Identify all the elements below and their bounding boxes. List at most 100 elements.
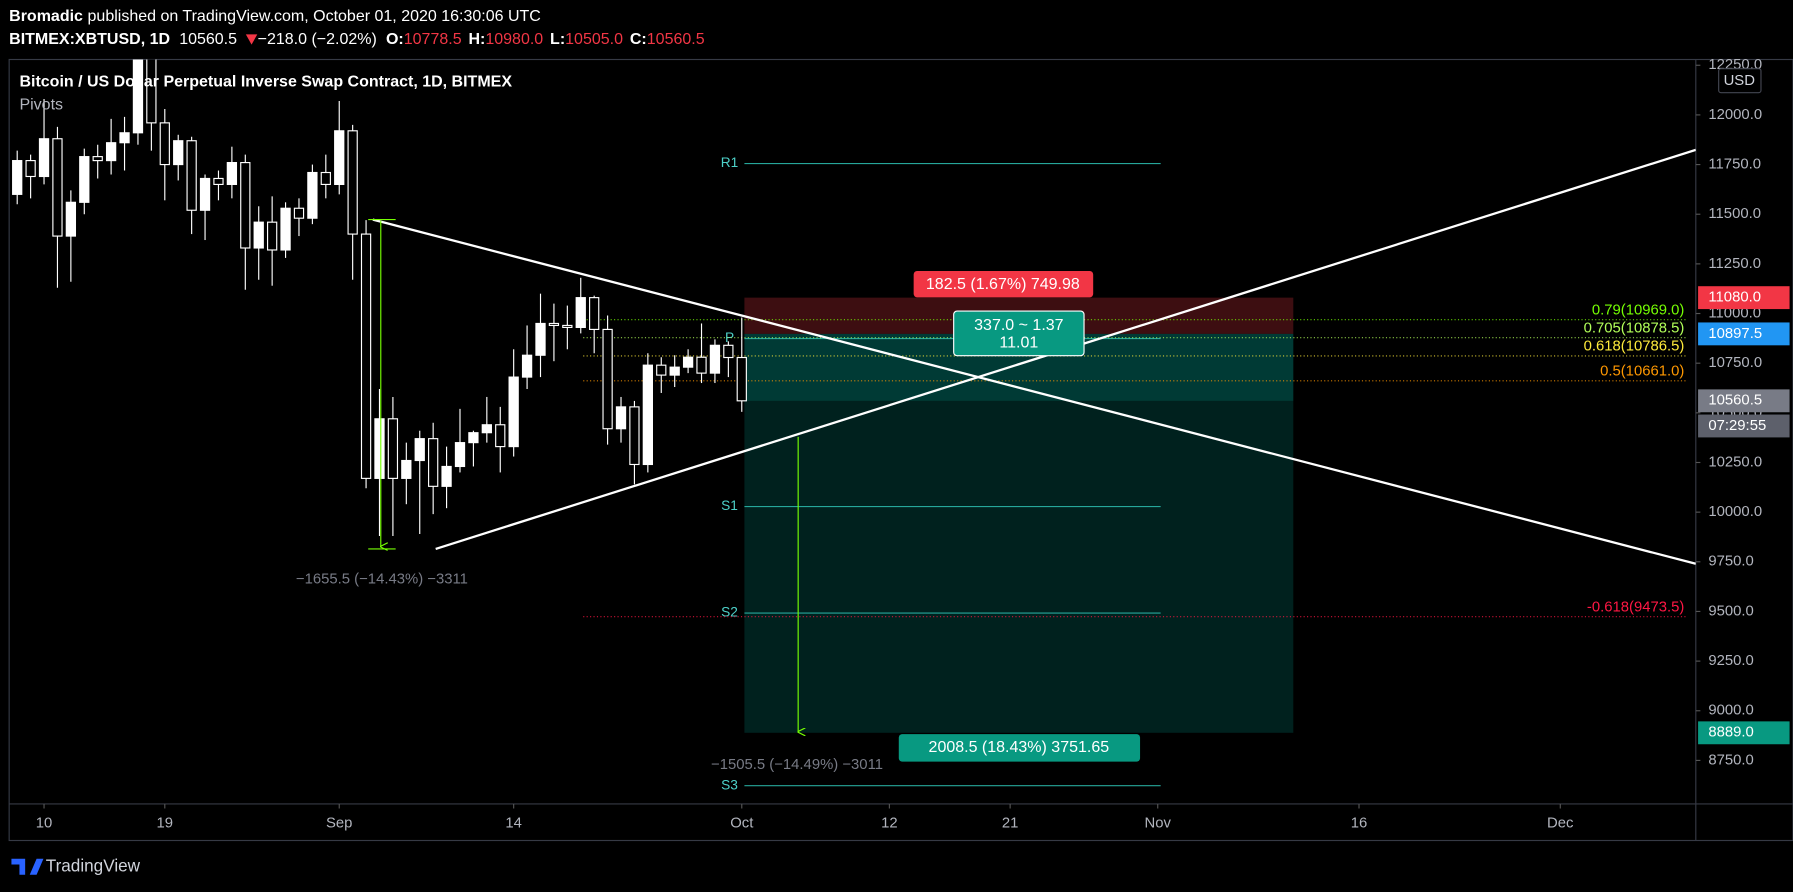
- candle-body: [159, 122, 170, 166]
- y-tick-label: 12000.0: [1708, 107, 1762, 123]
- candle-body: [723, 344, 734, 359]
- pivot-label: R2: [721, 47, 739, 62]
- fib-label: 0.705(10878.5): [1584, 320, 1685, 336]
- x-tick-label: 14: [505, 815, 522, 831]
- candle-body: [240, 162, 251, 249]
- currency: USD: [1724, 73, 1756, 89]
- y-tick-label: 11250.0: [1708, 256, 1761, 272]
- price-label: 10897.5: [1708, 326, 1762, 342]
- pivot-label: R1: [721, 155, 739, 170]
- candle-body: [119, 132, 130, 144]
- candle-body: [293, 207, 305, 219]
- reward-box: [898, 734, 1141, 762]
- logo: [11, 858, 44, 875]
- c-label: C:: [630, 31, 647, 48]
- y-tick-label: 9000.0: [1708, 703, 1753, 719]
- countdown: 07:29:55: [1708, 418, 1766, 434]
- candle-body: [360, 233, 372, 479]
- quote-line: BITMEX:XBTUSD, 1D 10560.5 −218.0 (−2.02%) O…: [9, 31, 705, 48]
- fib-label: 0.618(10786.5): [1584, 339, 1685, 355]
- x-tick-label: 10: [36, 815, 53, 831]
- h-label: H:: [468, 31, 485, 48]
- candle-body: [414, 438, 425, 462]
- candle-body: [266, 221, 278, 251]
- l-label: L:: [550, 31, 565, 48]
- pivot-label: S2: [721, 605, 738, 620]
- x-tick-label: Sep: [326, 815, 352, 831]
- candle-body: [428, 438, 439, 487]
- pivot-label: S3: [721, 777, 738, 792]
- candle-body: [374, 418, 385, 479]
- candle-body: [38, 138, 50, 178]
- symbol: BITMEX:XBTUSD, 1D: [9, 31, 170, 48]
- candle-body: [320, 171, 331, 186]
- candle-body: [226, 162, 238, 186]
- candle-body: [548, 322, 560, 327]
- y-tick-label: 10750.0: [1708, 355, 1762, 371]
- candle-body: [468, 432, 479, 444]
- x-tick-label: Oct: [730, 815, 754, 831]
- y-tick-label: 11750.0: [1708, 156, 1761, 172]
- candle-body: [562, 324, 573, 329]
- candle-body: [521, 354, 533, 378]
- last: 10560.5: [179, 31, 237, 48]
- candle-body: [173, 140, 184, 166]
- c: 10560.5: [647, 31, 705, 48]
- footer-logo: [11, 858, 44, 875]
- pivot-label: P: [725, 330, 734, 345]
- candle-body: [642, 364, 653, 466]
- candle-body: [79, 156, 90, 203]
- fib-label: 0.79(10969.0): [1592, 302, 1685, 318]
- x-tick-label: 19: [157, 815, 174, 831]
- price-label-box: [1698, 286, 1790, 310]
- candle-body: [495, 424, 506, 448]
- candle-body: [307, 171, 318, 219]
- candle-body: [186, 140, 197, 211]
- candle-body: [401, 459, 412, 479]
- chart-title: Bitcoin / US Dollar Perpetual Inverse Sw…: [19, 74, 512, 91]
- candle-body: [656, 364, 667, 376]
- user: Bromadic: [9, 8, 83, 25]
- fib-label: 0.5(10661.0): [1600, 364, 1684, 380]
- candle-body: [213, 177, 224, 186]
- candle-body: [347, 130, 358, 235]
- header-line: Bromadic published on TradingView.com, Oc…: [9, 8, 541, 25]
- price-label-box: [1698, 721, 1790, 745]
- qty-label: 11.01: [999, 334, 1038, 351]
- candle-body: [12, 160, 23, 195]
- reward-label: 2008.5 (18.43%) 3751.65: [929, 739, 1110, 756]
- x-tick-label: 12: [881, 815, 898, 831]
- candle-body: [132, 59, 144, 134]
- price-label: 10560.5: [1708, 393, 1762, 409]
- candle-body: [441, 465, 452, 487]
- candle-body: [334, 130, 345, 186]
- candle-body: [92, 156, 103, 162]
- y-tick-label: 8750.0: [1708, 752, 1753, 768]
- y-tick-label: 9250.0: [1708, 653, 1753, 669]
- down-arrow: [245, 34, 258, 45]
- footer-brand: TradingView: [46, 855, 141, 875]
- indicator-name: Pivots: [19, 96, 63, 113]
- price-label-box: [1698, 322, 1790, 346]
- target-zone: [744, 333, 1294, 733]
- currency-box[interactable]: [1718, 68, 1762, 94]
- h: 10980.0: [485, 31, 543, 48]
- y-tick-label: 9500.0: [1708, 603, 1753, 619]
- candle-body: [481, 424, 492, 434]
- candle-body: [629, 406, 640, 466]
- candle-body: [508, 376, 519, 448]
- candle-body: [454, 442, 466, 468]
- o: 10778.5: [404, 31, 462, 48]
- candle-body: [615, 406, 627, 430]
- candle-body: [65, 201, 77, 237]
- y-tick-label: 9750.0: [1708, 554, 1753, 570]
- published: published on TradingView.com, October 01…: [88, 8, 541, 25]
- price-label: 8889.0: [1708, 725, 1753, 741]
- candle-body: [669, 366, 680, 376]
- candle-body: [602, 328, 613, 430]
- candle-body: [105, 142, 117, 162]
- l: 10505.0: [565, 31, 623, 48]
- candle-body: [575, 297, 586, 329]
- candle-body: [253, 221, 264, 249]
